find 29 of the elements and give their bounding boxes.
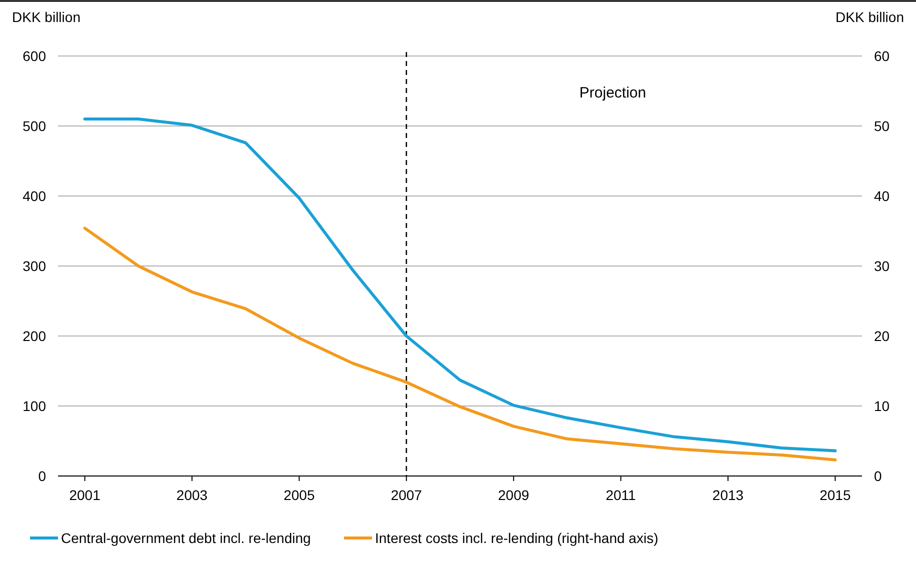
line-series	[83, 226, 837, 462]
y2-tick-label: 0	[874, 468, 882, 484]
x-tick-label: 2013	[712, 487, 744, 503]
legend-label: Central-government debt incl. re-lending	[61, 530, 311, 546]
x-tick-label: 2001	[69, 487, 101, 503]
y-tick-label: 0	[38, 468, 46, 484]
annotation: Projection	[579, 84, 646, 102]
y-tick-label: 200	[22, 328, 46, 344]
y-axis-title: DKK billion	[12, 9, 80, 25]
y2-axis-title: DKK billion	[836, 9, 904, 25]
x-tick-label: 2007	[390, 487, 422, 503]
line-series	[83, 118, 837, 452]
y-tick-label: 600	[22, 48, 46, 64]
y-tick-label: 500	[22, 118, 46, 134]
legend-label: Interest costs incl. re-lending (right-hand axis)	[375, 530, 658, 546]
y-tick-label: 100	[22, 398, 46, 414]
x-tick-label: 2005	[284, 487, 315, 503]
x-tick-label: 2011	[606, 487, 636, 503]
y2-tick-label: 60	[874, 48, 890, 64]
y2-tick-label: 10	[874, 398, 890, 414]
y2-tick-label: 30	[874, 258, 890, 274]
x-tick-label: 2003	[176, 487, 208, 503]
y-tick-label: 400	[22, 188, 46, 204]
y2-tick-label: 40	[874, 188, 890, 204]
y2-tick-label: 50	[874, 118, 890, 134]
y-tick-label: 300	[22, 258, 46, 274]
y2-tick-label: 20	[874, 328, 890, 344]
x-tick-label: 2015	[820, 487, 851, 503]
x-tick-label: 2009	[498, 487, 530, 503]
